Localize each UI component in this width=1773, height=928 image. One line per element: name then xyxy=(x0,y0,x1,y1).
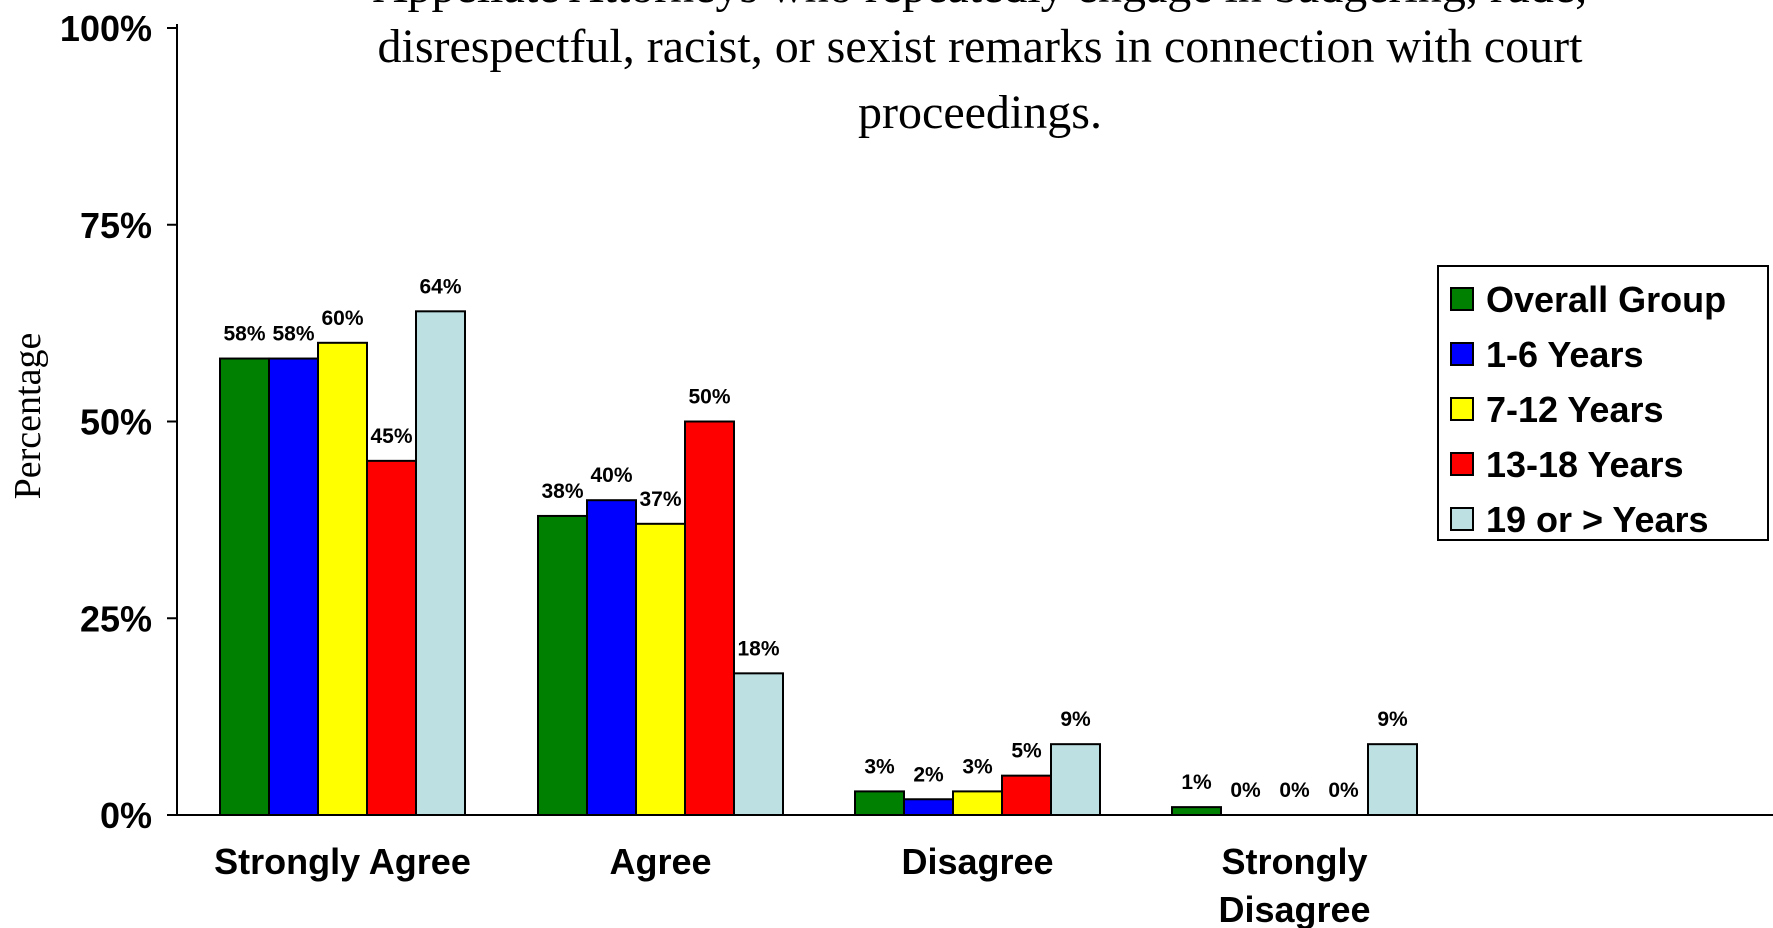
y-tick-label: 50% xyxy=(80,402,152,443)
bar xyxy=(1171,806,1222,817)
legend-box xyxy=(1437,265,1769,541)
x-tick-label: Strongly xyxy=(1221,841,1367,882)
legend-label: 7-12 Years xyxy=(1486,389,1664,430)
bar-value-label: 38% xyxy=(541,480,583,503)
x-axis: Strongly Agree Agree Disagree Strongly Disag… xyxy=(214,841,1370,928)
bar-value-label: 40% xyxy=(590,464,632,487)
bar xyxy=(1367,743,1418,816)
bar xyxy=(219,357,270,816)
chart-title: Appellate Attorneys who repeatedly engag… xyxy=(373,0,1587,139)
bar-value-label: 0% xyxy=(1328,779,1359,802)
bar-value-label: 45% xyxy=(370,425,412,448)
chart-title-line: proceedings. xyxy=(858,86,1102,139)
bar xyxy=(635,522,686,816)
bar-value-label: 64% xyxy=(419,275,461,298)
bar xyxy=(1001,774,1052,817)
bar-value-label: 0% xyxy=(1279,779,1310,802)
bar-value-label: 3% xyxy=(864,755,895,778)
bar-value-label: 50% xyxy=(688,386,730,409)
axes xyxy=(176,24,1773,816)
bar-value-label: 60% xyxy=(321,307,363,330)
bar-value-label: 58% xyxy=(272,323,314,346)
x-tick-label: Agree xyxy=(609,841,711,882)
y-axis-label: Percentage xyxy=(7,333,49,500)
bar-value-label: 0% xyxy=(1230,779,1261,802)
bar-value-label: 5% xyxy=(1011,740,1042,763)
bar-value-label: 3% xyxy=(962,755,993,778)
legend-swatch xyxy=(1450,397,1474,421)
bar xyxy=(952,790,1003,817)
bar xyxy=(1050,743,1101,816)
bar-value-label: 1% xyxy=(1181,771,1212,794)
bar xyxy=(268,357,319,816)
bar xyxy=(537,514,588,816)
legend-label: Overall Group xyxy=(1486,279,1726,320)
bar-value-label: 2% xyxy=(913,763,944,786)
x-tick-label: Strongly Agree xyxy=(214,841,471,882)
legend-swatch xyxy=(1450,507,1474,531)
bar-value-label: 37% xyxy=(639,488,681,511)
x-tick-label: Disagree xyxy=(1218,889,1370,928)
bar xyxy=(415,310,466,816)
y-axis: 0% 25% 50% 75% 100% xyxy=(60,8,177,836)
bar xyxy=(903,798,954,817)
x-tick-label: Disagree xyxy=(901,841,1053,882)
data-labels: 58% 58% 60% 45% 64% 38% 40% 37% 50% 18% 3% 2% 3% 5% 9%… xyxy=(223,275,1408,802)
bar xyxy=(586,499,637,816)
bar-value-label: 9% xyxy=(1060,708,1091,731)
legend-swatch xyxy=(1450,287,1474,311)
bar xyxy=(733,672,784,817)
bar xyxy=(317,341,368,816)
bar xyxy=(684,420,735,816)
bar-value-label: 58% xyxy=(223,323,265,346)
bar xyxy=(366,459,417,816)
chart-title-line: disrespectful, racist, or sexist remarks… xyxy=(378,20,1584,73)
legend-swatch xyxy=(1450,452,1474,476)
legend-label: 1-6 Years xyxy=(1486,334,1643,375)
bar-value-label: 18% xyxy=(737,637,779,660)
legend-swatch xyxy=(1450,342,1474,366)
y-tick-label: 25% xyxy=(80,598,152,639)
bar-value-label: 9% xyxy=(1377,708,1408,731)
y-tick-label: 75% xyxy=(80,205,152,246)
legend: Overall Group 1-6 Years 7-12 Years 13-18 Ye… xyxy=(1437,265,1769,541)
y-tick-label: 100% xyxy=(60,8,152,49)
chart-title-line: Appellate Attorneys who repeatedly engag… xyxy=(373,0,1587,13)
bar xyxy=(854,790,905,817)
legend-label: 19 or > Years xyxy=(1486,499,1709,540)
legend-label: 13-18 Years xyxy=(1486,444,1684,485)
y-tick-label: 0% xyxy=(100,795,152,836)
bars xyxy=(219,310,1418,817)
